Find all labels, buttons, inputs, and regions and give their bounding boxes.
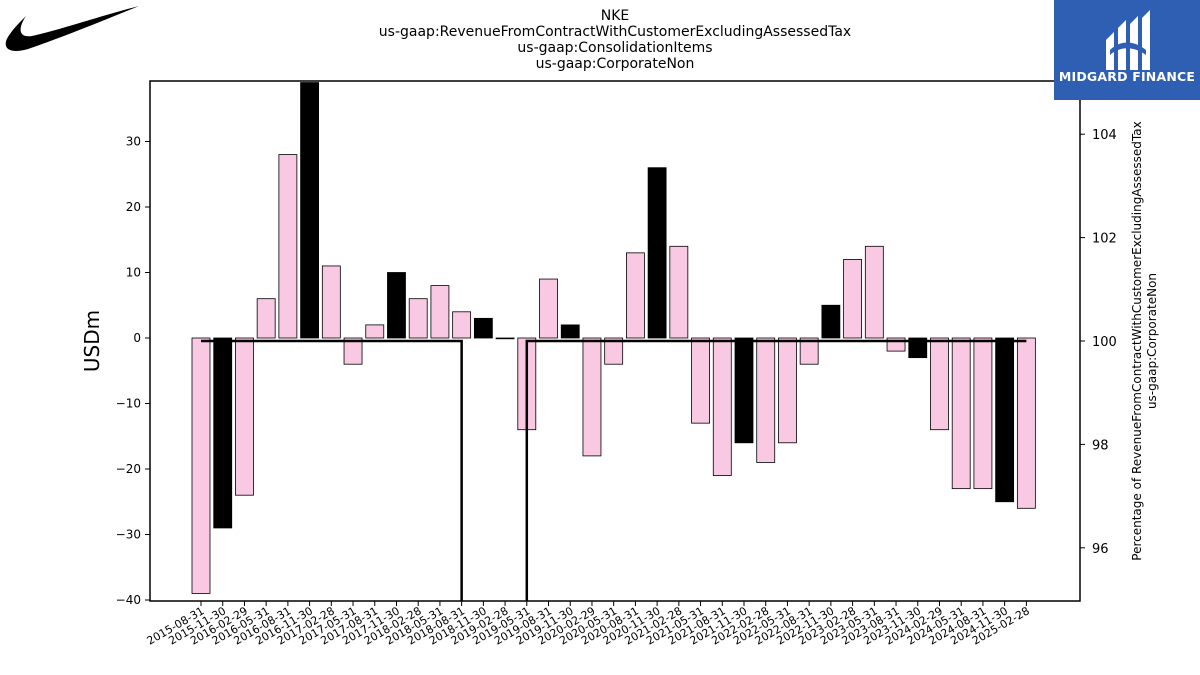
right-tick-label: 104 [1092, 128, 1117, 143]
plot-area: 3020100−10−20−30−4010410210098962015-08-… [116, 80, 1117, 648]
bar [473, 317, 493, 339]
bar [756, 337, 776, 463]
bar [365, 324, 385, 339]
brand-name: MIDGARD FINANCE [1058, 69, 1196, 84]
y-tick-label: 10 [126, 266, 141, 280]
y-tick-label: −20 [116, 462, 141, 476]
bar [778, 337, 797, 444]
chart-subtitle-2: us-gaap:ConsolidationItems [517, 40, 713, 56]
brand-logo-box: MIDGARD FINANCE [1054, 0, 1200, 100]
bars-group [191, 82, 1036, 594]
bar [408, 298, 428, 339]
bar [495, 337, 515, 340]
bar [560, 324, 580, 339]
bar [604, 337, 624, 365]
right-tick-label: 98 [1092, 438, 1109, 453]
bar [908, 337, 928, 359]
bar [452, 311, 472, 339]
y-tick-label: −30 [116, 528, 141, 542]
bar [256, 298, 276, 339]
bar [734, 337, 754, 444]
chart-title-ticker: NKE [600, 8, 630, 24]
right-tick-label: 102 [1092, 232, 1117, 247]
bar [691, 337, 710, 424]
bar [799, 337, 819, 365]
bar [930, 337, 949, 431]
y-tick-label: −40 [116, 593, 141, 607]
bar [864, 245, 884, 339]
right-axis-label-2: us-gaap:CorporateNon [1145, 273, 1159, 409]
y-tick-label: −10 [116, 397, 141, 411]
chart-subtitle-1: us-gaap:RevenueFromContractWithCustomerE… [378, 24, 852, 40]
percentage-line [201, 339, 463, 601]
y-axis-label: USDm [80, 310, 104, 372]
bar [300, 82, 320, 339]
percentage-line-group [201, 339, 1027, 601]
percentage-line [525, 339, 1027, 601]
bar [278, 154, 298, 339]
bar [821, 304, 841, 339]
bar [430, 285, 450, 339]
bar [582, 337, 602, 457]
y-tick-label: 20 [126, 200, 141, 214]
bar [321, 265, 341, 339]
bar [647, 167, 667, 339]
bar [669, 245, 689, 339]
bar [843, 258, 862, 339]
bar [995, 337, 1015, 503]
right-axis-label-1: Percentage of RevenueFromContractWithCus… [1130, 121, 1144, 560]
bar [235, 337, 254, 496]
y-tick-label: 30 [126, 135, 141, 149]
bar [626, 252, 645, 339]
bar [213, 337, 233, 529]
nike-swoosh-icon [5, 6, 140, 52]
bar [387, 272, 406, 339]
bar [343, 337, 363, 365]
right-tick-label: 100 [1092, 335, 1117, 350]
right-tick-label: 96 [1092, 542, 1109, 557]
bar [951, 337, 971, 490]
y-tick-label: 0 [133, 331, 141, 345]
bar [973, 337, 993, 490]
chart-subtitle-3: us-gaap:CorporateNon [535, 56, 695, 72]
bar [1016, 337, 1036, 509]
midgard-logo-icon [1106, 10, 1150, 70]
bar [191, 337, 211, 594]
bar [539, 278, 558, 339]
bar [712, 337, 732, 476]
